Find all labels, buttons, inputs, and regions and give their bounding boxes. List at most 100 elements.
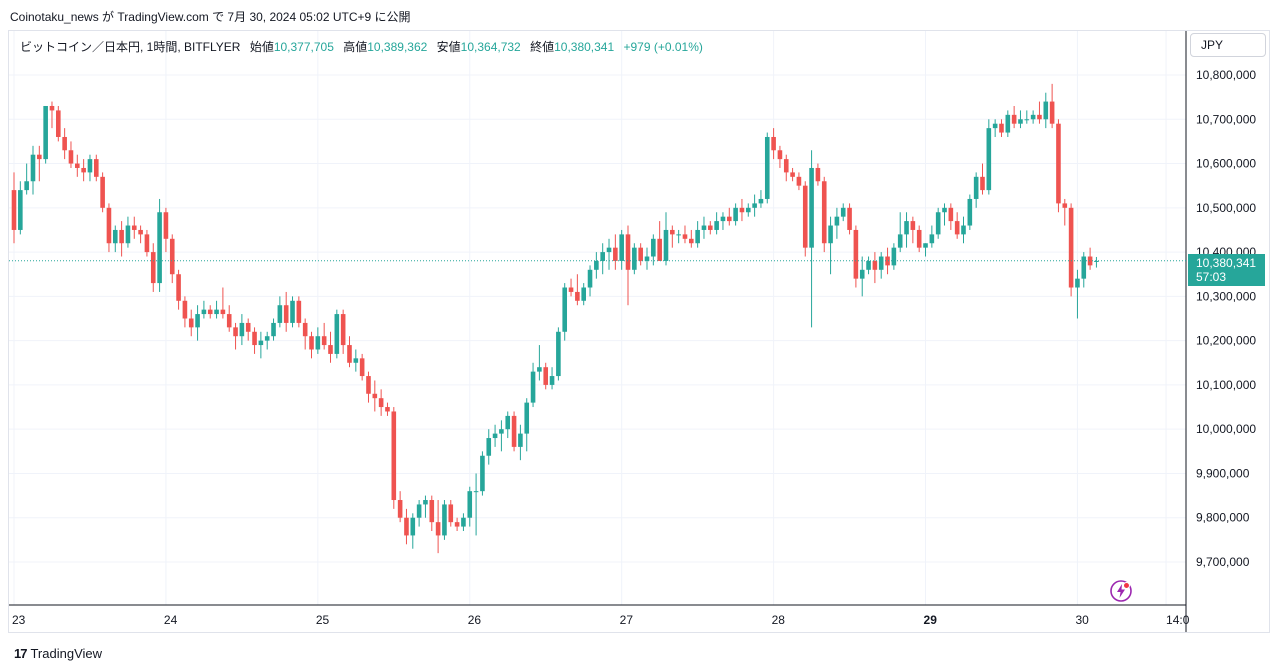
candle-body: [568, 287, 574, 292]
candle: [638, 243, 643, 266]
candle: [131, 216, 137, 239]
tradingview-logo-text: TradingView: [30, 646, 103, 661]
candle: [62, 128, 67, 160]
candle: [961, 216, 966, 244]
candle: [68, 141, 74, 168]
candle-body: [948, 207, 954, 222]
candle: [613, 234, 618, 270]
candle-body: [271, 322, 276, 337]
candle-body: [429, 500, 435, 523]
candle: [594, 252, 599, 279]
candle-body: [783, 159, 789, 173]
candle: [783, 154, 789, 182]
candle: [347, 336, 352, 368]
lightning-alert-icon[interactable]: [1109, 579, 1133, 603]
candle: [372, 380, 378, 412]
candle: [480, 451, 485, 496]
price-tick-label: 10,800,000: [1196, 68, 1256, 82]
tradingview-logo-mark: 17: [14, 646, 28, 661]
candle: [359, 353, 365, 381]
candle-body: [587, 269, 593, 288]
candle: [891, 243, 897, 270]
candle: [1094, 256, 1099, 268]
price-tick-label: 10,200,000: [1196, 334, 1256, 348]
candle: [771, 128, 776, 160]
candle: [758, 190, 764, 208]
candle-body: [885, 256, 890, 266]
time-tick-label: 25: [316, 613, 330, 627]
candle: [302, 318, 308, 350]
candle: [18, 181, 23, 235]
candle-body: [619, 234, 624, 261]
candle-body: [315, 336, 321, 350]
price-tick-label: 10,100,000: [1196, 378, 1256, 392]
candle-body: [214, 309, 219, 315]
tradingview-logo[interactable]: 17 TradingView: [14, 646, 102, 661]
candle-body: [1081, 256, 1087, 279]
candle: [245, 318, 251, 341]
grid-lines: [9, 31, 1186, 605]
candle: [682, 225, 688, 244]
candle: [87, 154, 93, 182]
candle: [575, 274, 580, 306]
candle-body: [131, 225, 137, 230]
candle-body: [435, 522, 441, 536]
candle: [625, 225, 631, 306]
candle: [1037, 101, 1042, 124]
candle: [568, 278, 574, 297]
candle: [315, 327, 321, 354]
candle: [43, 105, 48, 164]
candle-body: [1005, 114, 1011, 133]
time-axis-ticks: 23 24 25 26 27 28 29 30 14:0: [12, 613, 1190, 627]
candle: [429, 495, 435, 532]
candle-body: [366, 376, 371, 394]
symbol-label[interactable]: ビットコイン／日本円, 1時間, BITFLYER: [20, 40, 241, 54]
candle: [904, 212, 909, 248]
candle-body: [62, 136, 67, 151]
candle: [726, 207, 732, 226]
candle-body: [56, 110, 61, 137]
candle-body: [999, 123, 1004, 133]
candle: [505, 411, 511, 439]
candle-body: [701, 225, 707, 230]
candle: [207, 305, 213, 319]
candle: [448, 500, 454, 527]
candle-body: [518, 433, 523, 447]
candle: [1024, 110, 1030, 124]
candle: [790, 167, 795, 182]
currency-selector[interactable]: JPY: [1190, 33, 1266, 57]
ohlc-legend: ビットコイン／日本円, 1時間, BITFLYER 始値10,377,705 高…: [20, 38, 703, 55]
candle-body: [37, 154, 42, 160]
candle-body: [1094, 260, 1099, 262]
candle-body: [866, 260, 871, 270]
candle-body: [1068, 207, 1074, 288]
candle-body: [524, 402, 530, 434]
candle: [258, 331, 264, 359]
candle: [492, 424, 498, 447]
candle: [353, 349, 359, 372]
close-label: 終値: [530, 40, 555, 54]
candle-body: [847, 207, 852, 230]
candle: [708, 221, 713, 235]
time-tick-label: 23: [12, 613, 26, 627]
candle: [1018, 110, 1023, 129]
candle-body: [1018, 119, 1023, 124]
candle: [828, 216, 833, 275]
candle-body: [30, 154, 36, 182]
candle-body: [689, 238, 694, 244]
candle-body: [815, 167, 821, 182]
candle-body: [676, 234, 681, 236]
candle-body: [1043, 101, 1049, 120]
candle-body: [283, 305, 289, 323]
candle-body: [233, 327, 238, 337]
candle-body: [758, 198, 764, 204]
candle: [745, 203, 751, 217]
candle-body: [581, 287, 586, 301]
candle: [872, 252, 878, 284]
candle-body: [182, 300, 188, 319]
candle-body: [220, 309, 226, 315]
candle-body: [75, 163, 80, 168]
candle: [1030, 110, 1036, 124]
candle: [562, 283, 568, 341]
